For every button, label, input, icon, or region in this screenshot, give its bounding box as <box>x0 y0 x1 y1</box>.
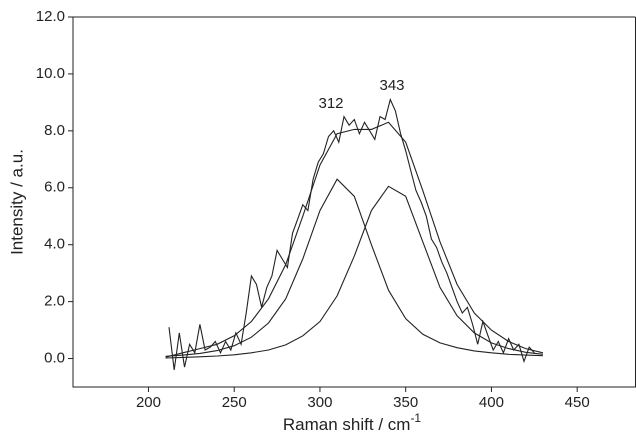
y-tick-label: 8.0 <box>44 122 65 139</box>
x-axis-title-sup: -1 <box>410 411 421 425</box>
series-line <box>168 97 535 370</box>
x-tick-label: 400 <box>479 394 504 411</box>
peak-label: 343 <box>379 77 404 94</box>
y-tick-label: 2.0 <box>44 293 65 310</box>
series-line <box>165 185 543 359</box>
x-tick-label: 250 <box>222 394 247 411</box>
peak-label: 312 <box>318 95 343 112</box>
series-line <box>165 178 543 357</box>
y-axis-title: Intensity / a.u. <box>7 149 26 255</box>
x-tick-label: 450 <box>565 394 590 411</box>
x-tick-label: 350 <box>393 394 418 411</box>
y-tick-label: 0.0 <box>44 350 65 367</box>
x-tick-label: 200 <box>136 394 161 411</box>
plot-frame <box>72 16 636 388</box>
y-tick-label: 6.0 <box>44 179 65 196</box>
y-tick-label: 12.0 <box>36 8 65 25</box>
x-axis-title: Raman shift / cm-1 <box>283 411 422 434</box>
y-tick-label: 10.0 <box>36 65 65 82</box>
series-line <box>165 121 544 358</box>
y-tick-label: 4.0 <box>44 236 65 253</box>
x-axis-title-main: Raman shift / cm <box>283 415 411 434</box>
x-tick-label: 300 <box>307 394 332 411</box>
